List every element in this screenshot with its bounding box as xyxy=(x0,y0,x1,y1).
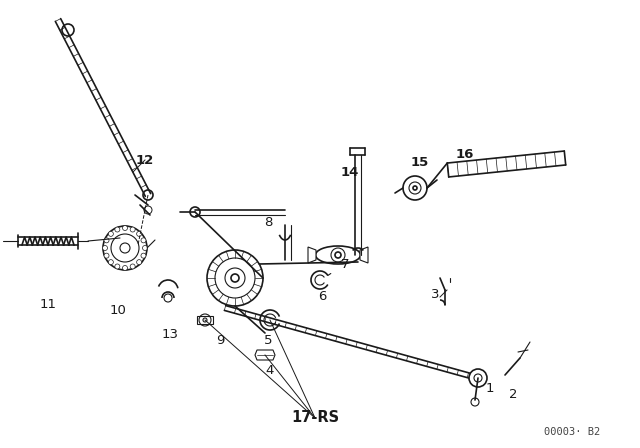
Circle shape xyxy=(207,250,263,306)
Circle shape xyxy=(122,225,127,231)
Polygon shape xyxy=(308,247,316,263)
Text: 5: 5 xyxy=(264,333,272,346)
Circle shape xyxy=(103,226,147,270)
Text: 2: 2 xyxy=(509,388,517,401)
Circle shape xyxy=(137,260,141,265)
Text: 4: 4 xyxy=(266,363,274,376)
Text: 14: 14 xyxy=(341,165,359,178)
Text: 00003· B2: 00003· B2 xyxy=(544,427,600,437)
Circle shape xyxy=(403,176,427,200)
Polygon shape xyxy=(360,247,368,263)
Text: 10: 10 xyxy=(109,303,127,316)
Circle shape xyxy=(469,369,487,387)
Circle shape xyxy=(143,246,147,250)
Polygon shape xyxy=(197,316,213,324)
Circle shape xyxy=(141,253,146,258)
Polygon shape xyxy=(255,350,275,360)
Text: 11: 11 xyxy=(40,298,56,311)
Circle shape xyxy=(104,253,109,258)
Circle shape xyxy=(141,238,146,243)
Circle shape xyxy=(122,266,127,271)
Circle shape xyxy=(108,231,113,237)
Text: 7: 7 xyxy=(340,258,349,271)
Circle shape xyxy=(137,231,141,237)
Circle shape xyxy=(102,246,108,250)
Text: 15: 15 xyxy=(411,155,429,168)
Text: 16: 16 xyxy=(456,148,474,161)
Text: 3: 3 xyxy=(431,289,439,302)
Text: 9: 9 xyxy=(216,333,224,346)
Circle shape xyxy=(104,238,109,243)
Text: 8: 8 xyxy=(264,215,272,228)
Text: 12: 12 xyxy=(136,154,154,167)
Text: 17-RS: 17-RS xyxy=(291,410,339,426)
Circle shape xyxy=(115,227,120,232)
Circle shape xyxy=(115,264,120,269)
Circle shape xyxy=(108,260,113,265)
Circle shape xyxy=(130,227,135,232)
Ellipse shape xyxy=(316,246,360,264)
Text: 6: 6 xyxy=(318,290,326,303)
Circle shape xyxy=(62,24,74,36)
Text: 13: 13 xyxy=(161,328,179,341)
Circle shape xyxy=(130,264,135,269)
Text: 1: 1 xyxy=(486,382,494,395)
